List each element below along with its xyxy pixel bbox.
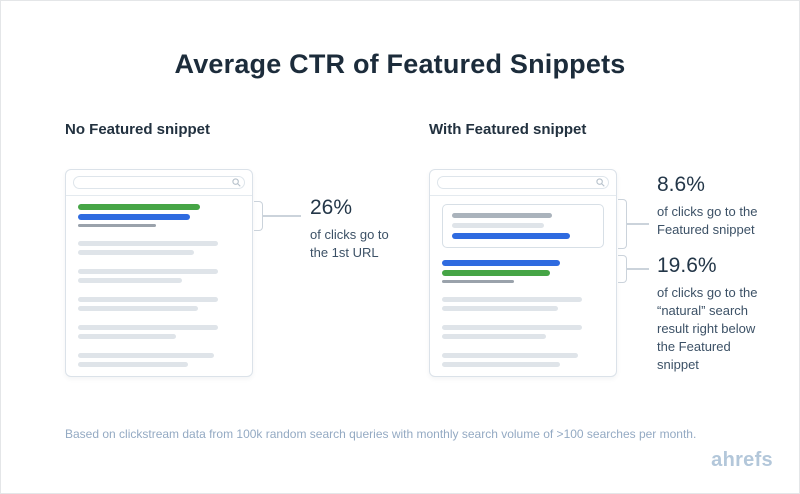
- skeleton-line: [78, 306, 198, 311]
- skeleton-line: [442, 353, 578, 358]
- callout-featured-snippet: 8.6% of clicks go to the Featured snippe…: [657, 173, 757, 239]
- organic-result-skeleton: [442, 325, 604, 339]
- ctr-description: of clicks go to the Featured snippet: [657, 204, 758, 237]
- ctr-value: 26%: [310, 196, 353, 219]
- natural-result: [442, 260, 604, 283]
- organic-result-skeleton: [78, 241, 240, 255]
- result-title-line: [78, 214, 190, 220]
- skeleton-line: [78, 250, 194, 255]
- footnote: Based on clickstream data from 100k rand…: [65, 427, 697, 441]
- callout-first-url: 26% of clicks go to the 1st URL: [310, 196, 389, 262]
- serp-mockup-with-snippet: [429, 169, 617, 377]
- right-panel-label: With Featured snippet: [429, 121, 587, 138]
- organic-result-skeleton: [442, 353, 604, 367]
- organic-result-skeleton: [78, 269, 240, 283]
- ctr-description: of clicks go to the “natural” search res…: [657, 285, 758, 372]
- skeleton-line: [78, 269, 218, 274]
- result-snippet-line: [78, 224, 156, 227]
- search-bar: [437, 176, 609, 189]
- skeleton-line: [442, 362, 560, 367]
- magnifier-icon: [596, 178, 605, 187]
- skeleton-line: [78, 297, 218, 302]
- callout-bracket: [618, 255, 627, 283]
- serp-results: [430, 196, 616, 375]
- organic-result-skeleton: [442, 297, 604, 311]
- first-organic-result: [78, 204, 240, 227]
- search-bar: [73, 176, 245, 189]
- skeleton-line: [78, 353, 214, 358]
- callout-connector-line: [627, 268, 649, 270]
- ctr-value: 19.6%: [657, 254, 717, 277]
- skeleton-line: [78, 362, 188, 367]
- result-snippet-line: [442, 280, 514, 283]
- callout-connector-line: [263, 215, 301, 217]
- ctr-description: of clicks go to the 1st URL: [310, 227, 389, 260]
- result-title-line: [442, 260, 560, 266]
- skeleton-line: [78, 334, 176, 339]
- browser-chrome: [66, 170, 252, 196]
- browser-chrome: [430, 170, 616, 196]
- result-url-line: [442, 270, 550, 276]
- result-url-line: [78, 204, 200, 210]
- snippet-title-line: [452, 233, 570, 239]
- ahrefs-logo: ahrefs: [711, 449, 773, 471]
- skeleton-line: [442, 297, 582, 302]
- organic-result-skeleton: [78, 353, 240, 367]
- organic-result-skeleton: [78, 297, 240, 311]
- callout-bracket: [618, 199, 627, 249]
- skeleton-line: [78, 278, 182, 283]
- serp-results: [66, 196, 252, 375]
- organic-result-skeleton: [78, 325, 240, 339]
- left-panel-label: No Featured snippet: [65, 121, 211, 138]
- ctr-value: 8.6%: [657, 173, 705, 196]
- snippet-text-line: [452, 223, 544, 228]
- skeleton-line: [78, 241, 218, 246]
- callout-natural-result: 19.6% of clicks go to the “natural” sear…: [657, 254, 757, 374]
- skeleton-line: [442, 306, 558, 311]
- skeleton-line: [442, 334, 546, 339]
- featured-snippet-box: [442, 204, 604, 248]
- serp-mockup-no-snippet: [65, 169, 253, 377]
- callout-connector-line: [627, 223, 649, 225]
- skeleton-line: [78, 325, 218, 330]
- skeleton-line: [442, 325, 582, 330]
- page-title: Average CTR of Featured Snippets: [174, 49, 626, 79]
- magnifier-icon: [232, 178, 241, 187]
- snippet-text-line: [452, 213, 552, 218]
- callout-bracket: [254, 201, 263, 231]
